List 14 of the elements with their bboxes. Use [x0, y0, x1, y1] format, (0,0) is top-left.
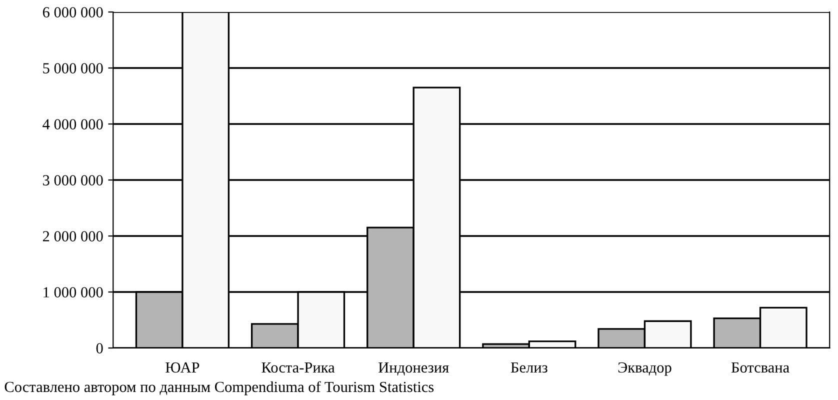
y-tick-label: 1 000 000	[44, 287, 103, 298]
text: Составлено автором по данным Compendiuma of Tourism Statistics	[4, 381, 434, 396]
x-tick-label: Эквадор	[618, 362, 672, 376]
y-tick-label: 2 000 000	[42, 231, 103, 242]
y-tick-label: 3 000 000	[43, 175, 103, 186]
y-tick-label: 0	[96, 343, 103, 354]
x-tick-label: ЮАР	[166, 362, 200, 373]
x-tick-label: Индонезия	[378, 362, 449, 376]
x-tick-label: Коста-Рика	[262, 362, 335, 373]
x-tick-label: Ботсвана	[731, 362, 790, 373]
y-tick-label: 4 000 000	[42, 119, 103, 130]
y-tick-label: 5 000 000	[43, 63, 103, 74]
x-tick-label: Белиз	[510, 362, 548, 373]
y-tick-label: 6 000 000	[42, 7, 103, 18]
